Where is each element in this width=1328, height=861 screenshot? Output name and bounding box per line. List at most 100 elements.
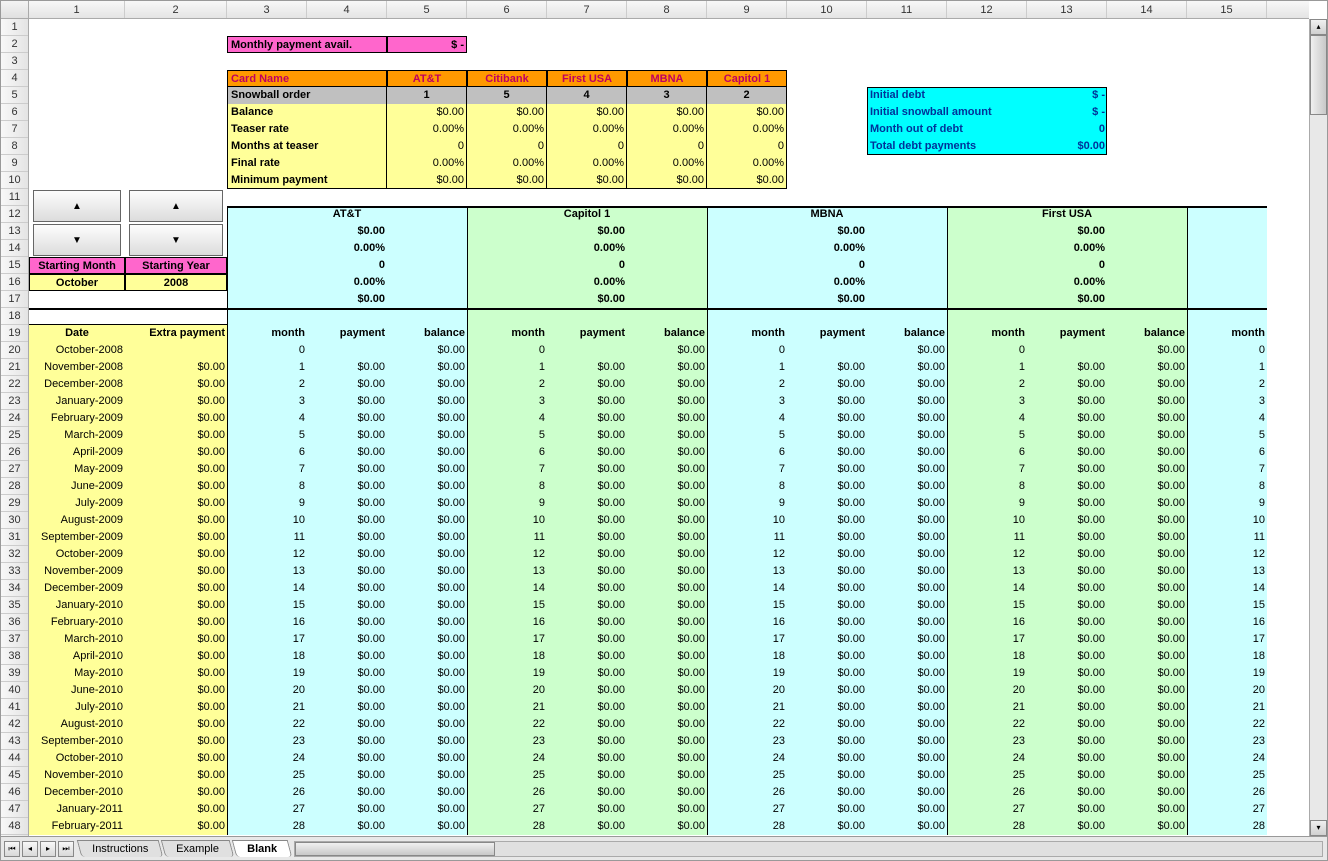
summary-label-0[interactable]: Initial debt bbox=[867, 87, 1027, 104]
balance-1-21[interactable]: $0.00 bbox=[627, 699, 707, 716]
month-1-27[interactable]: 27 bbox=[467, 801, 547, 818]
date-7[interactable]: May-2009 bbox=[29, 461, 125, 478]
month-0-13[interactable]: 13 bbox=[227, 563, 307, 580]
payment-2-17[interactable]: $0.00 bbox=[787, 631, 867, 648]
balance-1-4[interactable]: $0.00 bbox=[627, 410, 707, 427]
card-value-2-2[interactable]: 0 bbox=[547, 138, 627, 155]
month-2-22[interactable]: 22 bbox=[707, 716, 787, 733]
month-1-18[interactable]: 18 bbox=[467, 648, 547, 665]
balance-2-24[interactable]: $0.00 bbox=[867, 750, 947, 767]
column-header-11[interactable]: 11 bbox=[867, 1, 947, 18]
row-header-28[interactable]: 28 bbox=[1, 478, 28, 495]
column-header-12[interactable]: 12 bbox=[947, 1, 1027, 18]
payment-1-25[interactable]: $0.00 bbox=[547, 767, 627, 784]
extra-9[interactable]: $0.00 bbox=[125, 495, 227, 512]
row-header-15[interactable]: 15 bbox=[1, 257, 28, 274]
block-summary-3-0[interactable]: $0.00 bbox=[1027, 223, 1107, 240]
date-0[interactable]: October-2008 bbox=[29, 342, 125, 359]
balance-2-10[interactable]: $0.00 bbox=[867, 512, 947, 529]
tab-next-button[interactable]: ▸ bbox=[40, 841, 56, 857]
block-summary-0-4[interactable]: $0.00 bbox=[307, 291, 387, 308]
payment-1-28[interactable]: $0.00 bbox=[547, 818, 627, 835]
column-header-15[interactable]: 15 bbox=[1187, 1, 1267, 18]
month-5-1[interactable]: 1 bbox=[1187, 359, 1267, 376]
payment-2-14[interactable]: $0.00 bbox=[787, 580, 867, 597]
payment-2-18[interactable]: $0.00 bbox=[787, 648, 867, 665]
block-col-header-2-0[interactable]: month bbox=[707, 325, 787, 342]
row-header-41[interactable]: 41 bbox=[1, 699, 28, 716]
row-header-47[interactable]: 47 bbox=[1, 801, 28, 818]
month-1-8[interactable]: 8 bbox=[467, 478, 547, 495]
row-header-4[interactable]: 4 bbox=[1, 70, 28, 87]
balance-3-26[interactable]: $0.00 bbox=[1107, 784, 1187, 801]
balance-3-4[interactable]: $0.00 bbox=[1107, 410, 1187, 427]
payment-1-26[interactable]: $0.00 bbox=[547, 784, 627, 801]
card-name-4[interactable]: Capitol 1 bbox=[707, 70, 787, 87]
month-1-23[interactable]: 23 bbox=[467, 733, 547, 750]
extra-21[interactable]: $0.00 bbox=[125, 699, 227, 716]
extra-25[interactable]: $0.00 bbox=[125, 767, 227, 784]
balance-0-18[interactable]: $0.00 bbox=[387, 648, 467, 665]
month-5-6[interactable]: 6 bbox=[1187, 444, 1267, 461]
summary-label-3[interactable]: Total debt payments bbox=[867, 138, 1027, 155]
payment-1-24[interactable]: $0.00 bbox=[547, 750, 627, 767]
payment-3-17[interactable]: $0.00 bbox=[1027, 631, 1107, 648]
date-12[interactable]: October-2009 bbox=[29, 546, 125, 563]
balance-3-13[interactable]: $0.00 bbox=[1107, 563, 1187, 580]
row-header-1[interactable]: 1 bbox=[1, 19, 28, 36]
balance-2-2[interactable]: $0.00 bbox=[867, 376, 947, 393]
date-26[interactable]: December-2010 bbox=[29, 784, 125, 801]
month-0-2[interactable]: 2 bbox=[227, 376, 307, 393]
vscroll-thumb[interactable] bbox=[1310, 35, 1327, 115]
balance-1-3[interactable]: $0.00 bbox=[627, 393, 707, 410]
column-header-1[interactable]: 1 bbox=[29, 1, 125, 18]
balance-0-10[interactable]: $0.00 bbox=[387, 512, 467, 529]
payment-2-24[interactable]: $0.00 bbox=[787, 750, 867, 767]
month-2-21[interactable]: 21 bbox=[707, 699, 787, 716]
balance-2-7[interactable]: $0.00 bbox=[867, 461, 947, 478]
month-3-3[interactable]: 3 bbox=[947, 393, 1027, 410]
extra-0[interactable] bbox=[125, 342, 227, 359]
month-2-25[interactable]: 25 bbox=[707, 767, 787, 784]
card-value-1-0[interactable]: 0.00% bbox=[387, 121, 467, 138]
block-summary-1-2[interactable]: 0 bbox=[547, 257, 627, 274]
month-2-11[interactable]: 11 bbox=[707, 529, 787, 546]
row-header-16[interactable]: 16 bbox=[1, 274, 28, 291]
balance-3-2[interactable]: $0.00 bbox=[1107, 376, 1187, 393]
extra-11[interactable]: $0.00 bbox=[125, 529, 227, 546]
row-header-25[interactable]: 25 bbox=[1, 427, 28, 444]
block-col-header-0-1[interactable]: payment bbox=[307, 325, 387, 342]
row-header-23[interactable]: 23 bbox=[1, 393, 28, 410]
row-header-46[interactable]: 46 bbox=[1, 784, 28, 801]
balance-2-3[interactable]: $0.00 bbox=[867, 393, 947, 410]
month-1-2[interactable]: 2 bbox=[467, 376, 547, 393]
card-name-2[interactable]: First USA bbox=[547, 70, 627, 87]
payment-1-3[interactable]: $0.00 bbox=[547, 393, 627, 410]
balance-3-0[interactable]: $0.00 bbox=[1107, 342, 1187, 359]
payment-3-1[interactable]: $0.00 bbox=[1027, 359, 1107, 376]
horizontal-scrollbar[interactable] bbox=[294, 841, 1323, 857]
month-3-23[interactable]: 23 bbox=[947, 733, 1027, 750]
balance-3-3[interactable]: $0.00 bbox=[1107, 393, 1187, 410]
extra-27[interactable]: $0.00 bbox=[125, 801, 227, 818]
month-3-14[interactable]: 14 bbox=[947, 580, 1027, 597]
row-header-32[interactable]: 32 bbox=[1, 546, 28, 563]
date-9[interactable]: July-2009 bbox=[29, 495, 125, 512]
sheet-tab-instructions[interactable]: Instructions bbox=[77, 840, 164, 857]
balance-1-28[interactable]: $0.00 bbox=[627, 818, 707, 835]
balance-1-5[interactable]: $0.00 bbox=[627, 427, 707, 444]
month-2-28[interactable]: 28 bbox=[707, 818, 787, 835]
date-10[interactable]: August-2009 bbox=[29, 512, 125, 529]
card-value-2-3[interactable]: 0 bbox=[627, 138, 707, 155]
row-header-6[interactable]: 6 bbox=[1, 104, 28, 121]
month-0-0[interactable]: 0 bbox=[227, 342, 307, 359]
month-3-21[interactable]: 21 bbox=[947, 699, 1027, 716]
month-3-13[interactable]: 13 bbox=[947, 563, 1027, 580]
date-15[interactable]: January-2010 bbox=[29, 597, 125, 614]
balance-0-26[interactable]: $0.00 bbox=[387, 784, 467, 801]
payment-1-22[interactable]: $0.00 bbox=[547, 716, 627, 733]
payment-3-25[interactable]: $0.00 bbox=[1027, 767, 1107, 784]
summary-value-1[interactable]: $ - bbox=[1027, 104, 1107, 121]
row-header-3[interactable]: 3 bbox=[1, 53, 28, 70]
payment-3-28[interactable]: $0.00 bbox=[1027, 818, 1107, 835]
